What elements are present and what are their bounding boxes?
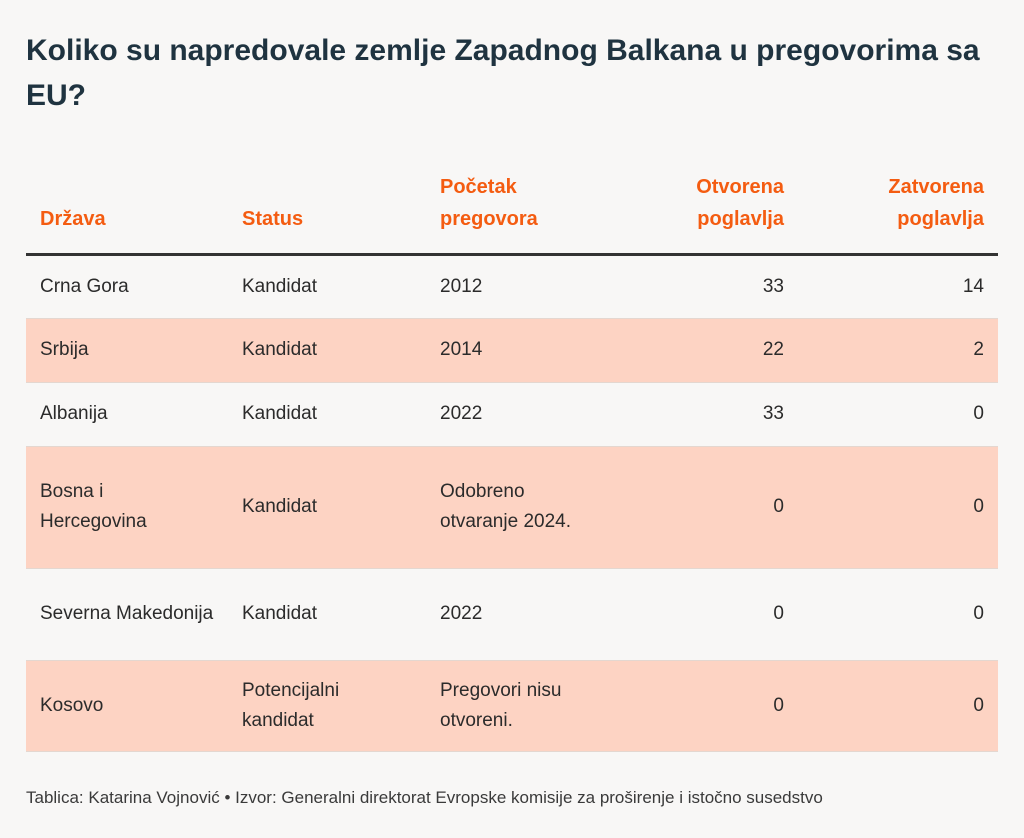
cell-drzava: Severna Makedonija	[26, 568, 228, 661]
cell-drzava: Kosovo	[26, 660, 228, 752]
cell-status: Kandidat	[228, 318, 426, 383]
cell-pocetak: Pregovori nisu otvoreni.	[426, 660, 598, 752]
cell-otvorena: 0	[598, 660, 798, 752]
cell-otvorena: 0	[598, 568, 798, 661]
chart-title: Koliko su napredovale zemlje Zapadnog Ba…	[26, 34, 980, 112]
cell-drzava: Bosna i Hercegovina	[26, 446, 228, 569]
cell-pocetak: 2022	[426, 382, 598, 447]
cell-pocetak: 2014	[426, 318, 598, 383]
cell-otvorena: 33	[598, 254, 798, 319]
column-header-drzava[interactable]: Država	[26, 166, 228, 256]
cell-pocetak: 2022	[426, 568, 598, 661]
column-header-zatvorena[interactable]: Zatvorena poglavlja	[798, 166, 998, 256]
cell-zatvorena: 2	[798, 318, 998, 383]
cell-otvorena: 0	[598, 446, 798, 569]
cell-otvorena: 22	[598, 318, 798, 383]
column-header-status[interactable]: Status	[228, 166, 426, 256]
cell-drzava: Albanija	[26, 382, 228, 447]
cell-status: Potencijalni kandidat	[228, 660, 426, 752]
negotiations-table: Država Status Početak pregovora Otvorena…	[26, 166, 998, 752]
cell-zatvorena: 0	[798, 660, 998, 752]
cell-otvorena: 33	[598, 382, 798, 447]
table-row: Crna Gora Kandidat 2012 33 14	[26, 254, 998, 319]
cell-pocetak: 2012	[426, 254, 598, 319]
table-row: Severna Makedonija Kandidat 2022 0 0	[26, 568, 998, 661]
cell-status: Kandidat	[228, 446, 426, 569]
source-footer: Tablica: Katarina Vojnović • Izvor: Gene…	[26, 788, 823, 807]
table-row: Kosovo Potencijalni kandidat Pregovori n…	[26, 660, 998, 752]
cell-zatvorena: 0	[798, 382, 998, 447]
cell-zatvorena: 14	[798, 254, 998, 319]
cell-drzava: Crna Gora	[26, 254, 228, 319]
table-row: Bosna i Hercegovina Kandidat Odobreno ot…	[26, 446, 998, 569]
column-header-otvorena[interactable]: Otvorena poglavlja	[598, 166, 798, 256]
cell-status: Kandidat	[228, 382, 426, 447]
cell-zatvorena: 0	[798, 446, 998, 569]
cell-drzava: Srbija	[26, 318, 228, 383]
cell-status: Kandidat	[228, 568, 426, 661]
table-header-row: Država Status Početak pregovora Otvorena…	[26, 166, 998, 256]
table-row: Albanija Kandidat 2022 33 0	[26, 382, 998, 447]
column-header-pocetak[interactable]: Početak pregovora	[426, 166, 598, 256]
cell-pocetak: Odobreno otvaranje 2024.	[426, 446, 598, 569]
table-row: Srbija Kandidat 2014 22 2	[26, 318, 998, 383]
cell-status: Kandidat	[228, 254, 426, 319]
cell-zatvorena: 0	[798, 568, 998, 661]
